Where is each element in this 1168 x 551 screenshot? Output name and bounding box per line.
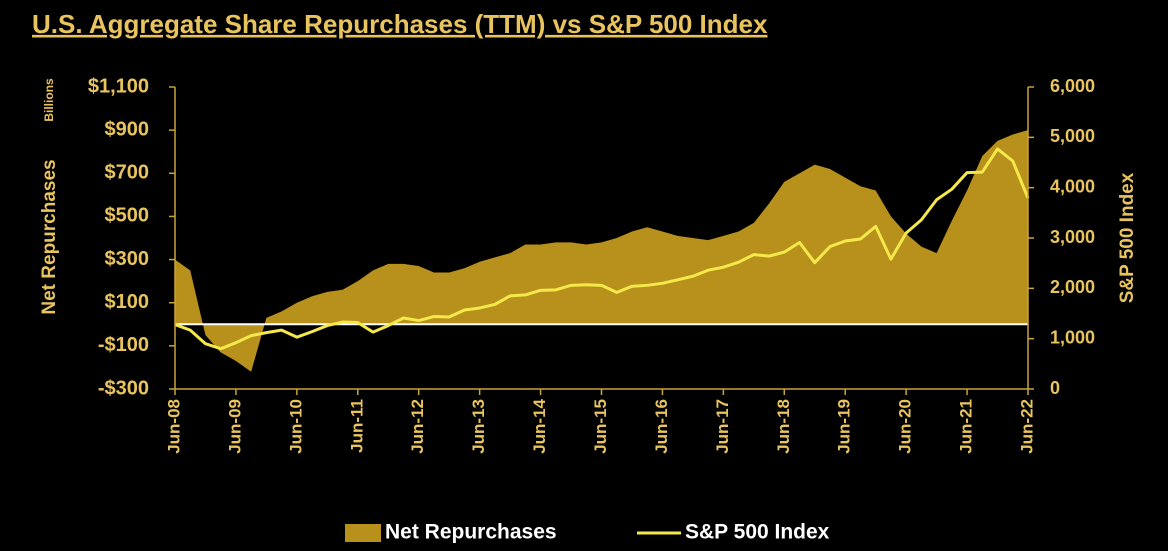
x-tick-label: Jun-12 [408, 399, 427, 454]
x-tick-label: Jun-16 [652, 399, 671, 454]
legend-swatch [345, 524, 381, 542]
y2-tick-label: 1,000 [1050, 327, 1095, 347]
y-tick-label: $900 [105, 118, 150, 140]
y2-tick-label: 5,000 [1050, 126, 1095, 146]
x-tick-label: Jun-19 [835, 399, 854, 454]
y2-tick-label: 2,000 [1050, 277, 1095, 297]
x-tick-label: Jun-22 [1017, 399, 1036, 454]
x-tick-label: Jun-18 [774, 399, 793, 454]
x-tick-label: Jun-14 [530, 398, 549, 453]
y2-tick-label: 6,000 [1050, 76, 1095, 96]
x-tick-label: Jun-21 [957, 399, 976, 454]
y-axis-unit: Billions [42, 78, 56, 122]
y2-tick-label: 4,000 [1050, 176, 1095, 196]
x-tick-label: Jun-09 [225, 399, 244, 454]
area [175, 130, 1028, 372]
y-tick-label: $300 [105, 248, 150, 270]
y2-tick-label: 0 [1050, 378, 1060, 398]
x-tick-label: Jun-11 [347, 399, 366, 453]
legend-label: Net Repurchases [385, 521, 557, 544]
y-tick-label: $100 [105, 291, 150, 313]
x-tick-label: Jun-15 [591, 399, 610, 454]
y-tick-label: -$300 [98, 377, 149, 399]
x-tick-label: Jun-10 [286, 399, 305, 454]
x-tick-label: Jun-17 [713, 399, 732, 454]
y2-tick-label: 3,000 [1050, 227, 1095, 247]
x-tick-label: Jun-13 [469, 399, 488, 454]
x-tick-label: Jun-20 [896, 399, 915, 454]
chart-title: U.S. Aggregate Share Repurchases (TTM) v… [32, 9, 768, 39]
y-tick-label: $700 [105, 162, 150, 184]
y-axis-title: Net Repurchases [39, 159, 60, 314]
y2-axis-title: S&P 500 Index [1117, 172, 1138, 303]
x-tick-label: Jun-08 [164, 399, 183, 454]
y-tick-label: $500 [105, 205, 150, 227]
legend-label: S&P 500 Index [685, 521, 830, 544]
y-tick-label: -$100 [98, 334, 149, 356]
y-tick-label: $1,100 [88, 75, 149, 97]
line [174, 147, 1030, 351]
